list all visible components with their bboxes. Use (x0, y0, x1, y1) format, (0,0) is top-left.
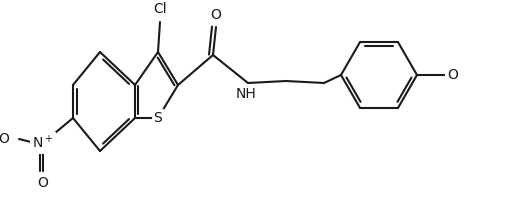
Text: O: O (447, 68, 458, 82)
Text: $^-$O: $^-$O (0, 132, 11, 146)
Text: N$^+$: N$^+$ (32, 134, 54, 152)
Text: S: S (153, 111, 163, 125)
Text: O: O (37, 176, 48, 190)
Text: NH: NH (235, 87, 256, 101)
Text: O: O (210, 8, 222, 22)
Text: Cl: Cl (153, 2, 167, 16)
